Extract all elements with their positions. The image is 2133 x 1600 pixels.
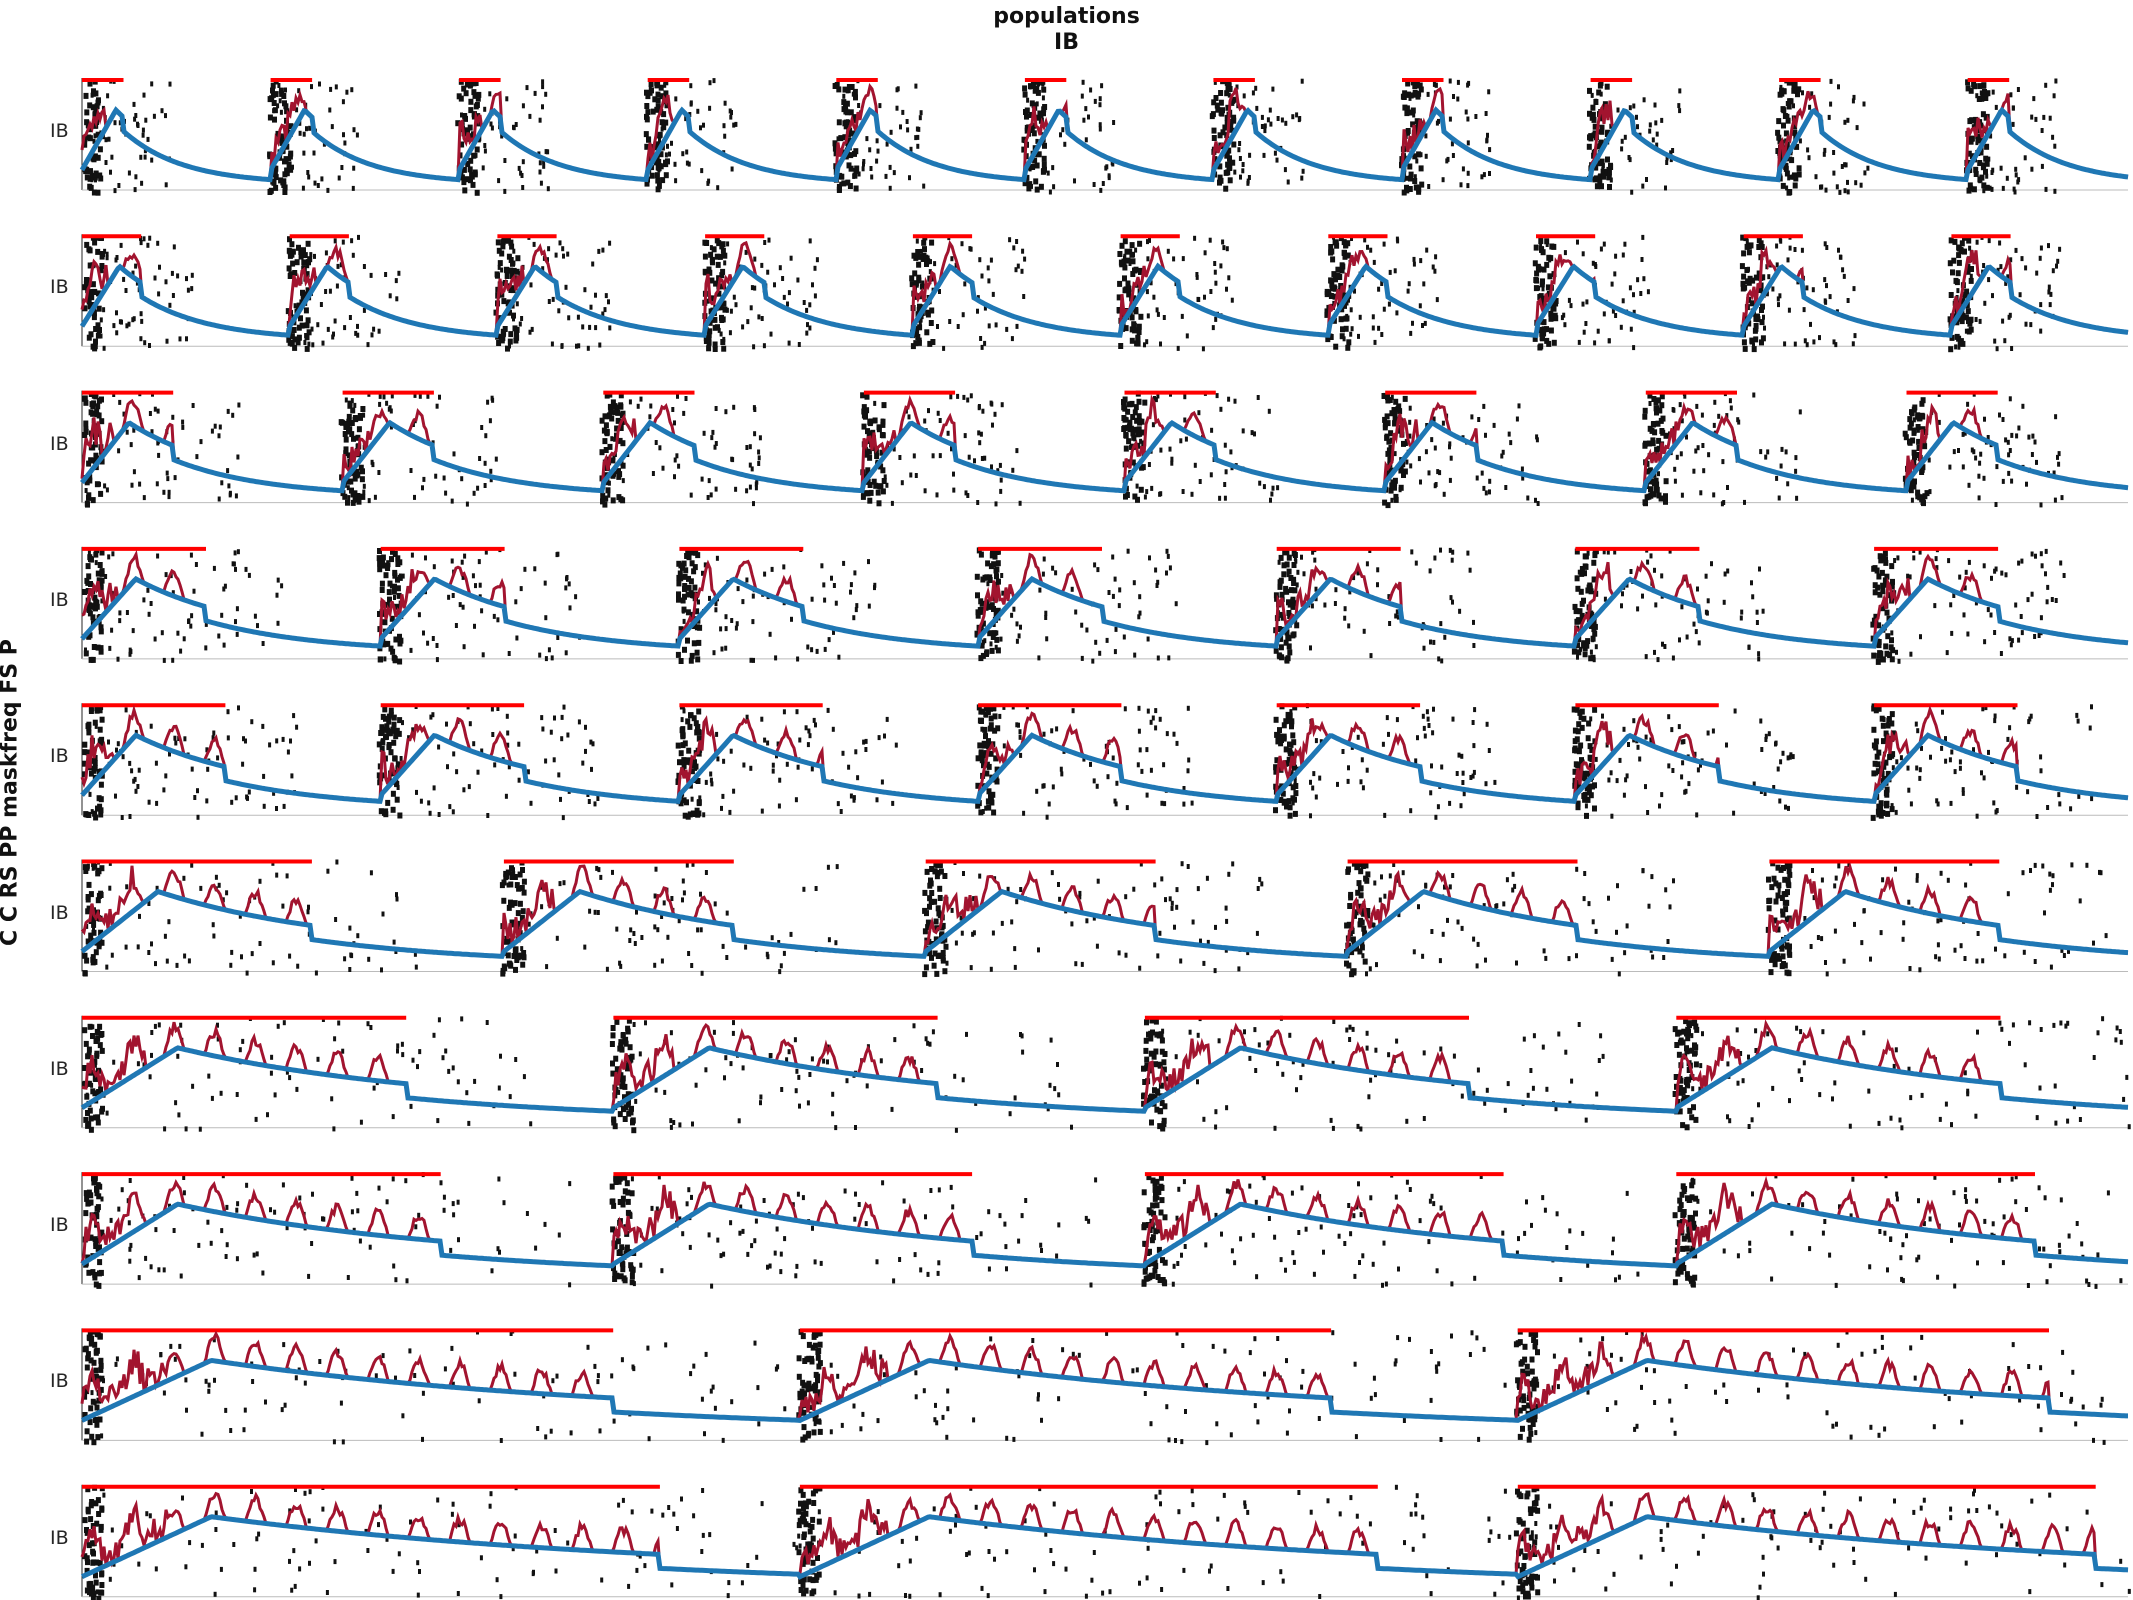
- lfp-trace: [80, 239, 2129, 337]
- panel-8: [80, 1172, 2129, 1289]
- lfp-trace: [80, 1330, 2128, 1422]
- panel-5: [80, 703, 2129, 821]
- mean-rate-trace: [80, 419, 2129, 494]
- panel-4: [80, 546, 2129, 665]
- chart-title: populations: [993, 4, 1140, 29]
- lfp-trace: [80, 394, 2129, 493]
- lfp-trace: [80, 1175, 2129, 1268]
- panel-label: IB: [50, 1214, 69, 1237]
- panel-label: IB: [50, 1057, 69, 1080]
- panel-7: [80, 1015, 2131, 1134]
- mean-rate-trace: [79, 106, 2129, 183]
- spike-raster: [82, 1015, 2131, 1134]
- mean-rate-trace: [80, 1045, 2129, 1114]
- panel-6: [80, 859, 2129, 978]
- panel-label: IB: [50, 1370, 69, 1393]
- panel-3: [80, 390, 2129, 509]
- chart-subtitle: IB: [1054, 30, 1079, 55]
- panel-label: IB: [50, 120, 69, 142]
- mean-rate-trace: [79, 262, 2129, 339]
- lfp-trace: [81, 1019, 2129, 1113]
- panel-label: IB: [50, 432, 69, 455]
- panel-label: IB: [50, 901, 69, 924]
- spike-raster: [82, 234, 2062, 353]
- panel-1: [79, 78, 2129, 196]
- mean-rate-trace: [80, 732, 2129, 804]
- panel-label: IB: [50, 1526, 69, 1549]
- mean-rate-trace: [80, 1201, 2129, 1269]
- panel-10: [80, 1484, 2131, 1600]
- spike-raster: [82, 1172, 2123, 1289]
- mean-rate-trace: [80, 1357, 2128, 1423]
- mean-rate-trace: [80, 888, 2129, 959]
- panel-label: IB: [50, 276, 69, 299]
- spike-raster: [82, 390, 2064, 509]
- mean-rate-trace: [80, 575, 2129, 649]
- mean-rate-trace: [80, 1514, 2129, 1580]
- panel-2: [79, 234, 2129, 353]
- spike-raster: [82, 859, 2108, 978]
- panel-label: IB: [50, 745, 69, 768]
- panel-9: [80, 1328, 2128, 1446]
- spike-raster: [82, 1328, 2106, 1446]
- panel-label: IB: [50, 588, 69, 611]
- spike-raster: [82, 1484, 2131, 1600]
